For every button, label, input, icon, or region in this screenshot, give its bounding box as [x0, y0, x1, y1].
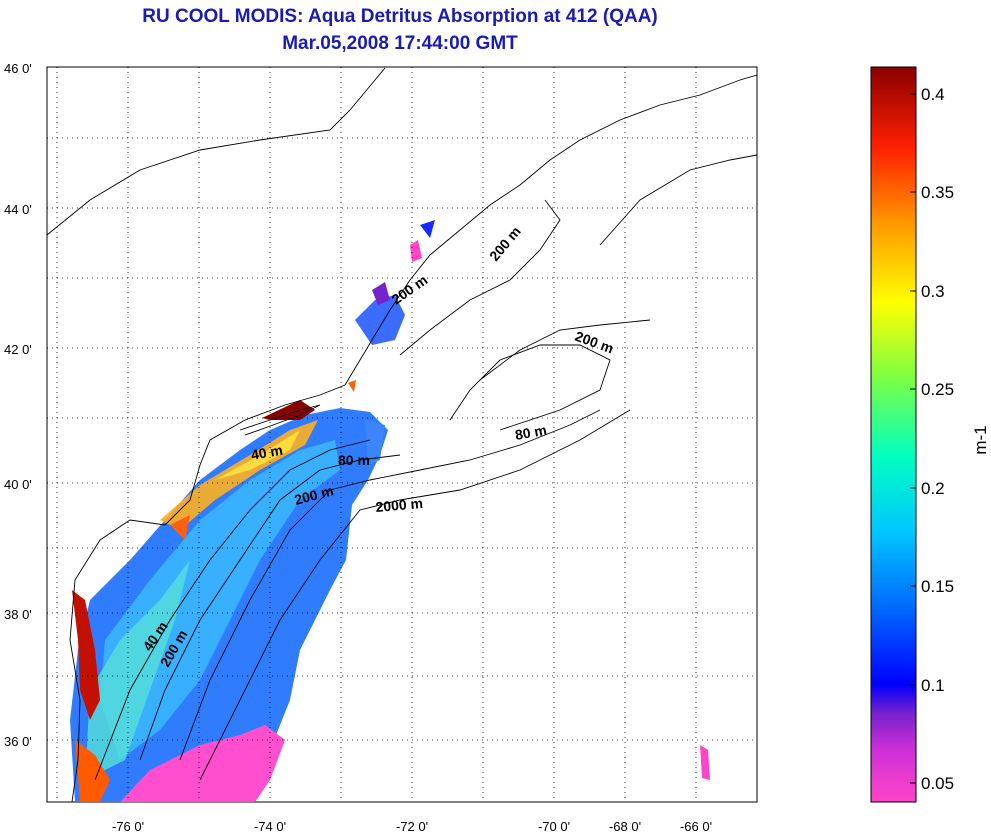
isobath-200m: [179, 409, 601, 761]
offshore-low-field: [120, 725, 285, 802]
absorption-data-layer: [70, 220, 710, 802]
offshore-patch-se: [700, 745, 710, 780]
map-subtitle-timestamp: Mar.05,2008 17:44:00 GMT: [282, 33, 518, 54]
lat-tick-label: 40 0': [4, 477, 32, 492]
lat-tick-label: 36 0': [4, 734, 32, 749]
coastline-new-england: [344, 74, 757, 386]
lon-tick-label: -68 0': [609, 819, 641, 834]
colorbar-tick-labels: 0.4 0.35 0.3 0.25 0.2 0.15 0.1 0.05: [921, 85, 954, 793]
gom-outer-contour: [479, 319, 651, 381]
delaware-high-field: [170, 515, 190, 540]
lon-tick-labels: -76 0' -74 0' -72 0' -70 0' -68 0' -66 0…: [112, 819, 712, 834]
shelf-edge-patch: [365, 420, 385, 465]
lat-tick-label: 42 0': [4, 342, 32, 357]
lon-tick-label: -74 0': [254, 819, 286, 834]
pamlico-high-field: [75, 740, 110, 802]
coastline-nova-scotia: [599, 154, 757, 246]
chesapeake-high-field: [72, 590, 100, 720]
isobath-label: 80 m: [514, 422, 548, 443]
isobath-2000m: [199, 409, 631, 781]
gom-patch-1: [355, 295, 405, 345]
map-title: RU COOL MODIS: Aqua Detritus Absorption …: [142, 6, 658, 27]
lon-tick-label: -72 0': [396, 819, 428, 834]
colorbar-tick-label: 0.15: [921, 577, 954, 596]
colorbar-tick-label: 0.2: [921, 479, 945, 498]
lat-tick-label: 38 0': [4, 607, 32, 622]
colorbar-tick-label: 0.25: [921, 380, 954, 399]
colorbar-unit-label: m-1: [971, 425, 990, 454]
long-island: [239, 404, 321, 436]
colorbar-tick-label: 0.1: [921, 676, 945, 695]
midshelf-field: [100, 440, 340, 760]
isobath-label: 80 m: [338, 452, 370, 468]
colorbar-tick-label: 0.3: [921, 282, 945, 301]
isobath-label: 40 m: [250, 442, 284, 463]
lat-tick-label: 44 0': [4, 202, 32, 217]
cape-cod-patch: [348, 380, 356, 392]
isobath-80m: [139, 454, 401, 761]
isobath-label: 2000 m: [375, 495, 424, 515]
bay-high-field: [262, 400, 315, 420]
coastline-north: [47, 67, 386, 236]
colorbar-tick-label: 0.05: [921, 774, 954, 793]
lon-tick-label: -70 0': [538, 819, 570, 834]
lat-tick-label: 46 0': [4, 61, 32, 76]
lon-tick-label: -76 0': [112, 819, 144, 834]
inner-shelf-field: [85, 560, 190, 780]
isobath-40m: [94, 439, 371, 781]
colorbar-ticks: [910, 93, 916, 784]
isobath-gom-200m: [399, 199, 561, 356]
coastline-east-us: [69, 384, 346, 802]
graticule: [47, 67, 757, 802]
gom-patch-3: [410, 240, 422, 262]
colorbar-tick-label: 0.4: [921, 85, 945, 104]
colorbar-tick-label: 0.35: [921, 183, 954, 202]
gom-patch-4: [420, 220, 435, 238]
colorbar: [870, 66, 917, 803]
gom-patch-2: [372, 282, 390, 305]
coastline-layer: [47, 67, 757, 802]
lon-tick-label: -66 0': [680, 819, 712, 834]
lat-tick-labels: 46 0' 44 0' 42 0' 40 0' 38 0' 36 0': [4, 61, 32, 749]
